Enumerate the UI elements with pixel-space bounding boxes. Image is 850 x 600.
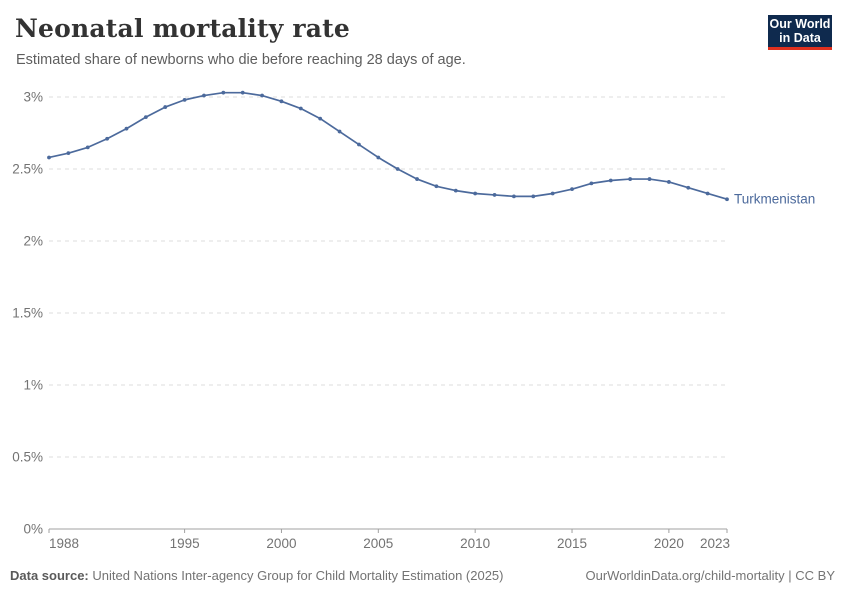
data-source-text: United Nations Inter-agency Group for Ch… [88, 568, 504, 583]
data-point-marker [705, 191, 710, 196]
x-tick-label: 1988 [49, 536, 79, 551]
data-point-marker [550, 191, 555, 196]
x-tick-label: 2020 [654, 536, 684, 551]
x-tick-label: 2010 [460, 536, 490, 551]
footer-links: OurWorldinData.org/child-mortality | CC … [585, 568, 835, 583]
data-point-marker [240, 90, 245, 95]
data-point-marker [66, 151, 71, 156]
data-point-marker [337, 129, 342, 134]
footer-separator: | [784, 568, 796, 583]
chart-subtitle: Estimated share of newborns who die befo… [16, 52, 466, 68]
y-tick-label: 2% [23, 234, 43, 249]
data-point-marker [85, 145, 90, 150]
series-end-label[interactable]: Turkmenistan [734, 192, 815, 207]
x-tick-label: 2015 [557, 536, 587, 551]
data-point-marker [182, 97, 187, 102]
data-point-marker [725, 197, 729, 202]
data-point-marker [260, 93, 264, 98]
data-point-marker [105, 136, 110, 141]
data-point-marker [279, 99, 284, 104]
data-point-marker [512, 194, 516, 199]
y-tick-label: 3% [23, 90, 43, 105]
x-tick-label: 2005 [363, 536, 393, 551]
x-tick-label: 2000 [266, 536, 296, 551]
data-point-marker [608, 178, 613, 183]
owid-logo-line1: Our World [769, 16, 831, 31]
owid-logo[interactable]: Our World in Data [768, 15, 832, 50]
data-point-marker [666, 180, 671, 184]
data-point-marker [434, 184, 439, 189]
data-point-marker [298, 106, 303, 111]
data-point-marker [415, 177, 419, 181]
y-tick-label: 0.5% [12, 450, 43, 465]
data-point-marker [143, 115, 148, 120]
data-source-note: Data source: United Nations Inter-agency… [10, 568, 504, 583]
page-title: Neonatal mortality rate [15, 14, 350, 43]
data-point-marker [163, 105, 168, 109]
data-point-marker [221, 90, 226, 95]
data-point-marker [202, 93, 206, 98]
data-point-marker [357, 142, 361, 147]
data-point-marker [570, 187, 574, 192]
owid-logo-line2: in Data [779, 31, 821, 45]
data-source-label: Data source: [10, 568, 89, 583]
license-link[interactable]: CC BY [795, 568, 835, 583]
data-point-marker [531, 194, 536, 199]
data-point-marker [318, 116, 323, 121]
data-point-marker [628, 177, 633, 181]
chart-footer: Data source: United Nations Inter-agency… [10, 568, 835, 583]
data-point-marker [589, 181, 594, 186]
y-tick-label: 2.5% [12, 162, 43, 177]
data-point-marker [686, 185, 691, 190]
y-tick-label: 1% [23, 378, 43, 393]
y-tick-label: 1.5% [12, 306, 43, 321]
x-tick-label: 1995 [170, 536, 200, 551]
data-point-marker [376, 155, 381, 160]
data-point-marker [453, 188, 458, 193]
y-tick-label: 0% [23, 522, 43, 537]
owid-url-link[interactable]: OurWorldinData.org/child-mortality [585, 568, 785, 583]
data-point-marker [395, 167, 400, 171]
data-point-marker [473, 191, 478, 196]
data-point-marker [124, 126, 129, 131]
data-point-marker [647, 177, 652, 181]
data-point-marker [492, 193, 497, 197]
data-point-marker [47, 155, 51, 160]
x-tick-label: 2023 [700, 536, 730, 551]
series-line-group-turkmenistan[interactable] [47, 90, 729, 202]
series-line [48, 91, 728, 201]
